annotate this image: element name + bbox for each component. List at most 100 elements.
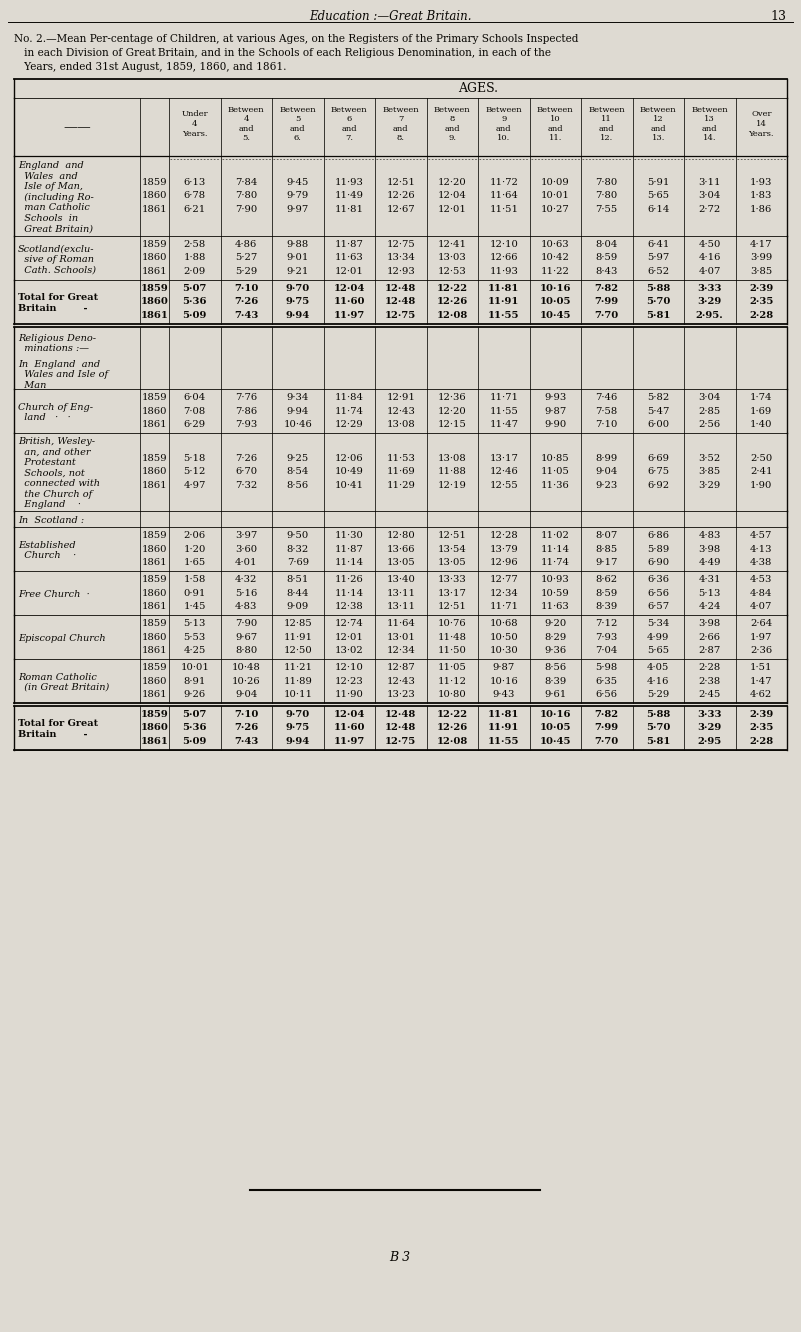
Text: 13·01: 13·01 [386, 633, 415, 642]
Bar [14, 703, 787, 706]
Text: 3·98: 3·98 [698, 545, 721, 554]
Text: 1860: 1860 [142, 633, 167, 642]
Text: 11·81: 11·81 [488, 710, 519, 719]
Text: 7·12: 7·12 [596, 619, 618, 627]
Text: 5·53: 5·53 [183, 633, 206, 642]
Text: 1·58: 1·58 [183, 575, 206, 583]
Text: 5·98: 5·98 [596, 663, 618, 673]
Text: 13·40: 13·40 [386, 575, 415, 583]
Text: 3·85: 3·85 [698, 468, 721, 477]
Text: 5·70: 5·70 [646, 723, 670, 733]
Text: 11·64: 11·64 [489, 192, 518, 201]
Text: 6·70: 6·70 [235, 468, 257, 477]
Text: 1861: 1861 [142, 266, 167, 276]
Text: 1861: 1861 [142, 646, 167, 655]
Text: 1861: 1861 [142, 602, 167, 611]
Text: 10·59: 10·59 [541, 589, 570, 598]
Text: 6·35: 6·35 [596, 677, 618, 686]
Text: 9·94: 9·94 [287, 406, 309, 416]
Text: 3·29: 3·29 [698, 481, 721, 490]
Text: 9·23: 9·23 [596, 481, 618, 490]
Text: 9·20: 9·20 [544, 619, 566, 627]
Text: 7·32: 7·32 [235, 481, 257, 490]
Text: 12·67: 12·67 [386, 205, 415, 214]
Text: 13·66: 13·66 [387, 545, 415, 554]
Text: 12·41: 12·41 [438, 240, 467, 249]
Text: 1859: 1859 [142, 619, 167, 627]
Text: 1860: 1860 [142, 253, 167, 262]
Text: Cath. Schools): Cath. Schools) [18, 265, 96, 274]
Text: 12·53: 12·53 [438, 266, 467, 276]
Text: 12·26: 12·26 [437, 297, 468, 306]
Text: 3·52: 3·52 [698, 454, 721, 464]
Text: 6·92: 6·92 [647, 481, 670, 490]
Text: 1859: 1859 [141, 710, 168, 719]
Text: 12·48: 12·48 [385, 710, 417, 719]
Text: 11·55: 11·55 [488, 737, 520, 746]
Text: 9·17: 9·17 [596, 558, 618, 567]
Text: 11·21: 11·21 [284, 663, 312, 673]
Text: 2·64: 2·64 [750, 619, 772, 627]
Text: 9·94: 9·94 [286, 310, 310, 320]
Text: 1·93: 1·93 [750, 178, 772, 186]
Text: 4·49: 4·49 [698, 558, 721, 567]
Text: 3·99: 3·99 [750, 253, 772, 262]
Text: 5·12: 5·12 [183, 468, 206, 477]
Text: 12·10: 12·10 [489, 240, 518, 249]
Text: 5·07: 5·07 [183, 284, 207, 293]
Text: Total for Great: Total for Great [18, 293, 99, 302]
Text: 10·85: 10·85 [541, 454, 570, 464]
Text: 12·04: 12·04 [438, 192, 467, 201]
Text: 11·51: 11·51 [489, 205, 518, 214]
Text: 5·70: 5·70 [646, 297, 670, 306]
Text: 11·74: 11·74 [541, 558, 570, 567]
Text: 2·95.: 2·95. [696, 310, 723, 320]
Text: 4·97: 4·97 [183, 481, 206, 490]
Text: 11·81: 11·81 [335, 205, 364, 214]
Text: 6·56: 6·56 [596, 690, 618, 699]
Text: 3·98: 3·98 [698, 619, 721, 627]
Text: 0·91: 0·91 [183, 589, 206, 598]
Text: 5·13: 5·13 [183, 619, 206, 627]
Text: 12·48: 12·48 [385, 723, 417, 733]
Text: 1·47: 1·47 [750, 677, 772, 686]
Text: 11·93: 11·93 [489, 266, 518, 276]
Text: 9·21: 9·21 [287, 266, 309, 276]
Text: 4·50: 4·50 [698, 240, 721, 249]
Text: 10·80: 10·80 [438, 690, 467, 699]
Text: 3·04: 3·04 [698, 192, 721, 201]
Text: 12·36: 12·36 [438, 393, 466, 402]
Text: 6·36: 6·36 [647, 575, 670, 583]
Text: 10·09: 10·09 [541, 178, 570, 186]
Text: 10·01: 10·01 [541, 192, 570, 201]
Text: Between
4
and
5.: Between 4 and 5. [228, 105, 264, 143]
Text: 6·90: 6·90 [647, 558, 670, 567]
Text: 1·51: 1·51 [750, 663, 772, 673]
Text: Isle of Man,: Isle of Man, [18, 182, 83, 192]
Text: 4·32: 4·32 [235, 575, 257, 583]
Text: 2·45: 2·45 [698, 690, 721, 699]
Text: 7·93: 7·93 [596, 633, 618, 642]
Text: 12·26: 12·26 [437, 723, 468, 733]
Text: 1859: 1859 [142, 393, 167, 402]
Text: 8·54: 8·54 [287, 468, 309, 477]
Text: 8·07: 8·07 [596, 531, 618, 539]
Text: 6·78: 6·78 [183, 192, 206, 201]
Text: 4·57: 4·57 [750, 531, 772, 539]
Text: 8·59: 8·59 [596, 253, 618, 262]
Text: 1860: 1860 [140, 723, 168, 733]
Text: 12·34: 12·34 [386, 646, 415, 655]
Text: 4·07: 4·07 [698, 266, 721, 276]
Text: 4·83: 4·83 [235, 602, 257, 611]
Text: 4·13: 4·13 [750, 545, 772, 554]
Text: 13·34: 13·34 [386, 253, 415, 262]
Text: 2·39: 2·39 [749, 284, 774, 293]
Text: In  England  and: In England and [18, 360, 100, 369]
Text: 11·55: 11·55 [489, 406, 518, 416]
Text: 9·45: 9·45 [287, 178, 309, 186]
Text: 11·87: 11·87 [335, 545, 364, 554]
Text: Religious Deno-: Religious Deno- [18, 334, 96, 342]
Text: 9·94: 9·94 [286, 737, 310, 746]
Text: 10·05: 10·05 [540, 723, 571, 733]
Text: 13·23: 13·23 [386, 690, 415, 699]
